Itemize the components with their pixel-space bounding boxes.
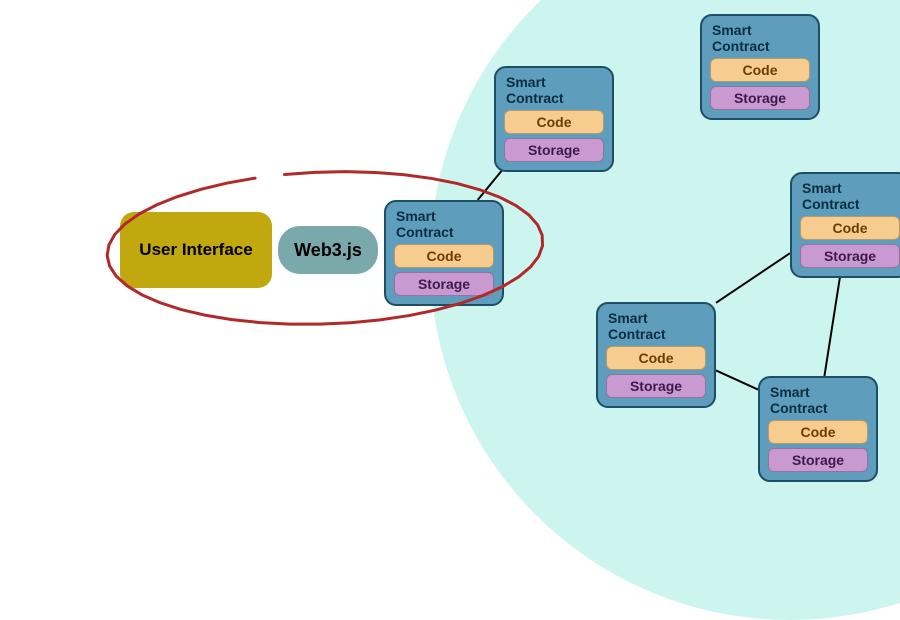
contract-code-pill: Code — [394, 244, 494, 268]
contract-storage-pill: Storage — [606, 374, 706, 398]
web3-box: Web3.js — [278, 226, 378, 274]
web3-label: Web3.js — [294, 240, 362, 261]
smart-contract-node: Smart Contract Code Storage — [790, 172, 900, 278]
contract-title: Smart Contract — [800, 180, 900, 212]
smart-contract-node: Smart Contract Code Storage — [700, 14, 820, 120]
smart-contract-node: Smart Contract Code Storage — [596, 302, 716, 408]
user-interface-box: User Interface — [120, 212, 272, 288]
contract-code-pill: Code — [710, 58, 810, 82]
contract-code-pill: Code — [768, 420, 868, 444]
diagram-stage: User Interface Web3.js Smart Contract Cod… — [0, 0, 900, 500]
contract-storage-pill: Storage — [710, 86, 810, 110]
smart-contract-node: Smart Contract Code Storage — [384, 200, 504, 306]
contract-code-pill: Code — [504, 110, 604, 134]
contract-code-pill: Code — [606, 346, 706, 370]
smart-contract-node: Smart Contract Code Storage — [494, 66, 614, 172]
contract-title: Smart Contract — [606, 310, 706, 342]
contract-title: Smart Contract — [394, 208, 494, 240]
contract-storage-pill: Storage — [800, 244, 900, 268]
contract-storage-pill: Storage — [504, 138, 604, 162]
contract-code-pill: Code — [800, 216, 900, 240]
contract-title: Smart Contract — [504, 74, 604, 106]
contract-title: Smart Contract — [710, 22, 810, 54]
smart-contract-node: Smart Contract Code Storage — [758, 376, 878, 482]
contract-storage-pill: Storage — [768, 448, 868, 472]
contract-storage-pill: Storage — [394, 272, 494, 296]
user-interface-label: User Interface — [139, 240, 252, 260]
contract-title: Smart Contract — [768, 384, 868, 416]
